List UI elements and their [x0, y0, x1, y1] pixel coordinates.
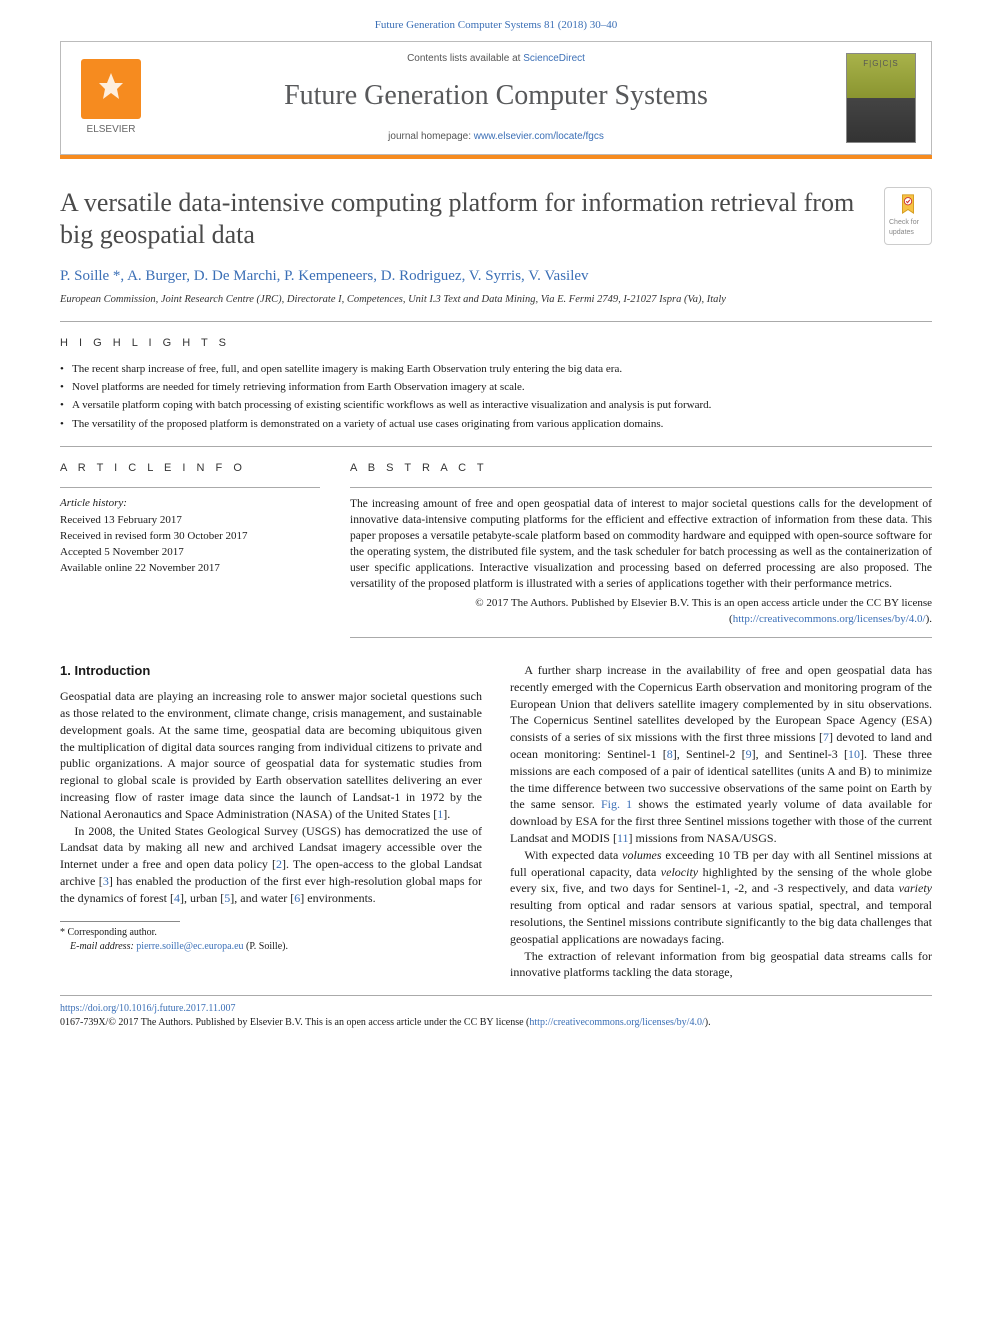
homepage-link[interactable]: www.elsevier.com/locate/fgcs: [474, 131, 604, 142]
license-link[interactable]: http://creativecommons.org/licenses/by/4…: [733, 613, 926, 625]
running-head-link[interactable]: Future Generation Computer Systems 81 (2…: [375, 19, 618, 31]
footnote-rule: [60, 921, 180, 922]
doi-link[interactable]: https://doi.org/10.1016/j.future.2017.11…: [60, 1003, 236, 1014]
highlight-item: The versatility of the proposed platform…: [60, 417, 932, 432]
cover-thumb-block: [831, 42, 931, 153]
page-footer: https://doi.org/10.1016/j.future.2017.11…: [60, 995, 932, 1030]
journal-masthead: ELSEVIER Contents lists available at Sci…: [60, 41, 932, 154]
authors-line: P. Soille *, A. Burger, D. De Marchi, P.…: [60, 266, 932, 287]
journal-cover-icon: [846, 53, 916, 143]
rule: [60, 446, 932, 447]
rule: [350, 637, 932, 638]
updates-badge-label: Check for updates: [889, 218, 927, 238]
check-updates-badge[interactable]: Check for updates: [884, 187, 932, 245]
footer-license-link[interactable]: http://creativecommons.org/licenses/by/4…: [529, 1017, 704, 1028]
homepage-prefix: journal homepage:: [388, 131, 474, 142]
email-link[interactable]: pierre.soille@ec.europa.eu: [136, 941, 243, 952]
history-line: Received in revised form 30 October 2017: [60, 529, 320, 545]
email-label: E-mail address:: [70, 941, 136, 952]
article-info-label: A R T I C L E I N F O: [60, 461, 320, 476]
sciencedirect-link[interactable]: ScienceDirect: [523, 53, 585, 64]
paragraph: With expected data volumes exceeding 10 …: [510, 847, 932, 948]
masthead-center: Contents lists available at ScienceDirec…: [161, 42, 831, 153]
rule: [60, 487, 320, 488]
history-line: Available online 22 November 2017: [60, 561, 320, 577]
article-info-col: A R T I C L E I N F O Article history: R…: [60, 461, 320, 638]
running-head: Future Generation Computer Systems 81 (2…: [0, 0, 992, 41]
affiliation: European Commission, Joint Research Cent…: [60, 293, 932, 308]
paragraph: In 2008, the United States Geological Su…: [60, 823, 482, 907]
elsevier-tree-icon: [81, 59, 141, 119]
highlight-item: The recent sharp increase of free, full,…: [60, 362, 932, 377]
contents-lists-line: Contents lists available at ScienceDirec…: [169, 52, 823, 66]
corresponding-author: * Corresponding author.: [60, 926, 482, 940]
copyright-text: © 2017 The Authors. Published by Elsevie…: [475, 597, 932, 609]
history-line: Received 13 February 2017: [60, 513, 320, 529]
abstract-copyright: © 2017 The Authors. Published by Elsevie…: [350, 596, 932, 627]
license-close: ).: [926, 613, 932, 625]
history-line: Accepted 5 November 2017: [60, 545, 320, 561]
rule: [350, 487, 932, 488]
body-two-column: 1. Introduction Geospatial data are play…: [60, 662, 932, 981]
highlight-item: Novel platforms are needed for timely re…: [60, 380, 932, 395]
history-head: Article history:: [60, 496, 320, 511]
highlights-label: H I G H L I G H T S: [60, 336, 932, 351]
email-footnote: E-mail address: pierre.soille@ec.europa.…: [60, 940, 482, 954]
abstract-text: The increasing amount of free and open g…: [350, 496, 932, 593]
homepage-line: journal homepage: www.elsevier.com/locat…: [169, 130, 823, 144]
journal-name: Future Generation Computer Systems: [169, 76, 823, 115]
highlight-item: A versatile platform coping with batch p…: [60, 398, 932, 413]
email-suffix: (P. Soille).: [244, 941, 288, 952]
rule: [60, 321, 932, 322]
highlights-block: H I G H L I G H T S The recent sharp inc…: [60, 336, 932, 432]
paragraph: A further sharp increase in the availabi…: [510, 662, 932, 847]
publisher-block: ELSEVIER: [61, 42, 161, 153]
paragraph: The extraction of relevant information f…: [510, 948, 932, 982]
abstract-label: A B S T R A C T: [350, 461, 932, 476]
publisher-label: ELSEVIER: [87, 123, 136, 137]
paragraph: Geospatial data are playing an increasin…: [60, 688, 482, 822]
article-title: A versatile data-intensive computing pla…: [60, 187, 864, 252]
abstract-col: A B S T R A C T The increasing amount of…: [350, 461, 932, 638]
issn-text: 0167-739X/© 2017 The Authors. Published …: [60, 1017, 529, 1028]
accent-rule: [60, 155, 932, 159]
contents-prefix: Contents lists available at: [407, 53, 523, 64]
section-heading: 1. Introduction: [60, 662, 482, 680]
bookmark-check-icon: [897, 193, 919, 215]
issn-text-close: ).: [705, 1017, 711, 1028]
